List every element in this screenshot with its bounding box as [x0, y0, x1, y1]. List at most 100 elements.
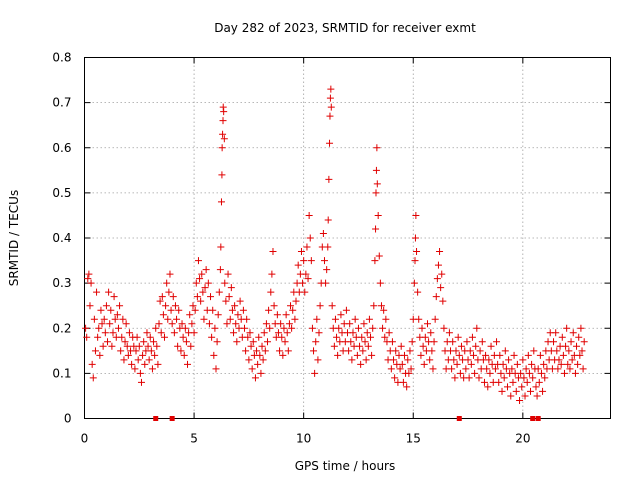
data-point	[452, 347, 460, 355]
data-point	[375, 252, 383, 260]
data-point	[472, 342, 480, 350]
data-point	[223, 320, 231, 328]
data-point	[348, 356, 356, 364]
data-point	[219, 130, 227, 138]
data-point	[264, 338, 272, 346]
data-point	[256, 351, 264, 359]
data-point	[423, 320, 431, 328]
data-point	[484, 383, 492, 391]
data-point	[297, 248, 305, 256]
data-point	[325, 175, 333, 183]
data-point	[310, 347, 318, 355]
data-point	[308, 324, 316, 332]
data-point	[319, 229, 327, 237]
data-point	[371, 257, 379, 265]
data-point	[434, 261, 442, 269]
data-point	[254, 360, 262, 368]
data-point	[400, 351, 408, 359]
data-point	[558, 333, 566, 341]
data-point	[190, 329, 198, 337]
data-point	[421, 333, 429, 341]
data-point	[269, 248, 277, 256]
data-point	[137, 378, 145, 386]
data-point	[573, 342, 581, 350]
data-point	[456, 369, 464, 377]
data-point	[245, 356, 253, 364]
data-point	[381, 333, 389, 341]
data-point	[438, 270, 446, 278]
data-point	[218, 144, 226, 152]
data-point	[372, 189, 380, 197]
data-point	[243, 315, 251, 323]
data-point	[428, 347, 436, 355]
data-point	[320, 257, 328, 265]
data-point	[468, 333, 476, 341]
data-point	[445, 329, 453, 337]
data-point	[455, 351, 463, 359]
data-point	[217, 198, 225, 206]
data-point	[193, 293, 201, 301]
data-point	[379, 324, 387, 332]
data-point	[411, 234, 419, 242]
data-point	[311, 369, 319, 377]
x-tick-label: 15	[406, 432, 421, 446]
data-point	[204, 279, 212, 287]
data-point	[184, 360, 192, 368]
data-point	[248, 365, 256, 373]
data-point	[121, 338, 129, 346]
data-point	[440, 324, 448, 332]
data-point	[370, 302, 378, 310]
data-point	[528, 360, 536, 368]
data-point	[305, 211, 313, 219]
data-point	[251, 374, 259, 382]
data-point	[160, 333, 168, 341]
data-point	[467, 360, 475, 368]
y-tick-label: 0.5	[52, 186, 71, 200]
data-point	[569, 329, 577, 337]
data-point	[157, 329, 165, 337]
x-axis-marker	[153, 416, 159, 421]
data-point	[170, 329, 178, 337]
data-point	[280, 324, 288, 332]
data-point	[220, 108, 228, 116]
data-point	[88, 360, 96, 368]
data-point	[96, 351, 104, 359]
x-axis-marker	[456, 416, 462, 421]
data-point	[236, 297, 244, 305]
data-point	[277, 320, 285, 328]
data-point	[415, 315, 423, 323]
data-point	[439, 297, 447, 305]
data-point	[312, 338, 320, 346]
data-point	[144, 342, 152, 350]
data-point	[563, 324, 571, 332]
data-point	[480, 378, 488, 386]
data-point	[328, 302, 336, 310]
data-point	[200, 315, 208, 323]
data-point	[471, 369, 479, 377]
data-point	[412, 211, 420, 219]
data-point	[532, 383, 540, 391]
data-point	[211, 324, 219, 332]
data-point	[326, 112, 334, 120]
data-point	[367, 333, 375, 341]
data-point	[349, 329, 357, 337]
data-point	[465, 374, 473, 382]
data-point	[152, 324, 160, 332]
data-point	[194, 257, 202, 265]
data-point	[136, 369, 144, 377]
data-point	[485, 356, 493, 364]
data-point	[232, 320, 240, 328]
data-point	[244, 333, 252, 341]
data-point	[180, 351, 188, 359]
data-point	[222, 297, 230, 305]
data-point	[356, 342, 364, 350]
data-point	[360, 320, 368, 328]
data-point	[566, 365, 574, 373]
data-point	[326, 94, 334, 102]
data-point	[331, 315, 339, 323]
data-point	[337, 311, 345, 319]
data-point	[522, 365, 530, 373]
data-point	[197, 297, 205, 305]
data-point	[567, 338, 575, 346]
data-point	[436, 248, 444, 256]
